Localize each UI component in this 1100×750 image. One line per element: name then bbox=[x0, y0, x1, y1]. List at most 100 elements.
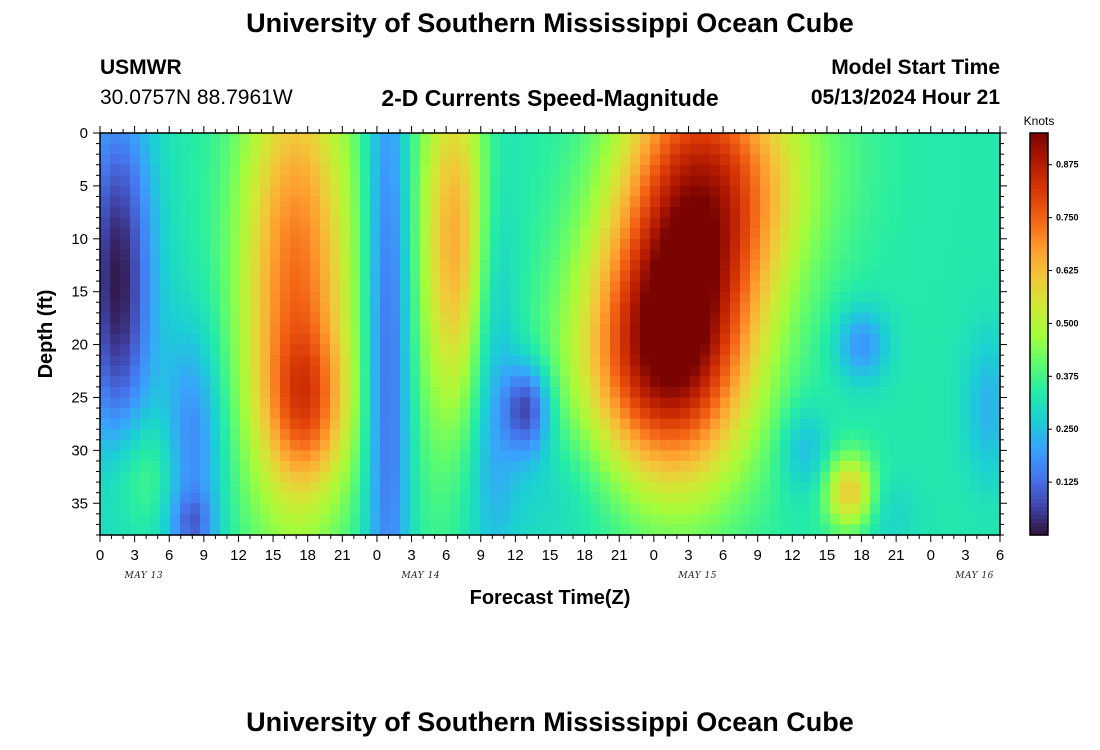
heatmap-cell bbox=[390, 207, 401, 219]
heatmap-cell bbox=[250, 281, 261, 293]
heatmap-cell bbox=[850, 249, 861, 261]
heatmap-cell bbox=[950, 524, 961, 536]
heatmap-cell bbox=[490, 482, 501, 494]
heatmap-cell bbox=[640, 471, 651, 483]
colorbar-segment bbox=[1030, 197, 1048, 202]
heatmap-cell bbox=[620, 228, 631, 240]
heatmap-cell bbox=[260, 238, 271, 250]
heatmap-cell bbox=[260, 164, 271, 176]
heatmap-cell bbox=[980, 397, 991, 409]
heatmap-cell bbox=[740, 450, 751, 462]
heatmap-cell bbox=[830, 133, 841, 145]
heatmap-cell bbox=[280, 471, 291, 483]
heatmap-cell bbox=[360, 291, 371, 303]
heatmap-cell bbox=[700, 133, 711, 145]
heatmap-cell bbox=[450, 503, 461, 515]
heatmap-cell bbox=[460, 344, 471, 356]
heatmap-cell bbox=[390, 185, 401, 198]
heatmap-cell bbox=[530, 259, 541, 272]
heatmap-cell bbox=[290, 482, 301, 494]
heatmap-cell bbox=[710, 418, 721, 430]
heatmap-cell bbox=[890, 143, 901, 155]
heatmap-cell bbox=[230, 323, 241, 335]
heatmap-cell bbox=[720, 238, 731, 250]
heatmap-cell bbox=[680, 196, 691, 208]
heatmap-cell bbox=[500, 439, 511, 451]
heatmap-cell bbox=[130, 196, 141, 208]
heatmap-cell bbox=[440, 154, 451, 166]
heatmap-cell bbox=[100, 492, 111, 504]
heatmap-cell bbox=[160, 291, 171, 303]
heatmap-cell bbox=[950, 196, 961, 208]
heatmap-cell bbox=[620, 355, 631, 367]
heatmap-cell bbox=[250, 302, 261, 314]
heatmap-cell bbox=[750, 249, 761, 261]
heatmap-cell bbox=[260, 450, 271, 462]
heatmap-cell bbox=[880, 492, 891, 504]
heatmap-cell bbox=[430, 238, 441, 250]
heatmap-cell bbox=[350, 281, 361, 293]
heatmap-cell bbox=[210, 513, 221, 526]
heatmap-cell bbox=[980, 365, 991, 377]
y-tick-label: 10 bbox=[71, 231, 88, 248]
heatmap-cell bbox=[740, 228, 751, 240]
heatmap-cell bbox=[470, 196, 481, 208]
heatmap-cell bbox=[840, 291, 851, 303]
heatmap-cell bbox=[680, 249, 691, 261]
heatmap-cell bbox=[290, 439, 301, 451]
heatmap-cell bbox=[220, 334, 231, 346]
heatmap-cell bbox=[450, 270, 461, 282]
heatmap-cell bbox=[190, 334, 201, 346]
heatmap-cell bbox=[460, 334, 471, 346]
heatmap-cell bbox=[790, 334, 801, 346]
heatmap-cell bbox=[920, 365, 931, 377]
x-tick-label: 18 bbox=[576, 547, 593, 564]
heatmap-cell bbox=[690, 228, 701, 240]
heatmap-cell bbox=[770, 281, 781, 293]
heatmap-cell bbox=[410, 164, 421, 176]
colorbar-segment bbox=[1030, 201, 1048, 206]
heatmap-cell bbox=[990, 238, 1001, 250]
heatmap-cell bbox=[460, 133, 471, 145]
heatmap-cell bbox=[960, 376, 971, 388]
heatmap-cell bbox=[280, 238, 291, 250]
heatmap-cell bbox=[140, 323, 151, 335]
heatmap-cell bbox=[730, 238, 741, 250]
heatmap-cell bbox=[590, 397, 601, 409]
heatmap-cell bbox=[240, 513, 251, 526]
heatmap-cell bbox=[930, 217, 941, 229]
heatmap-cell bbox=[560, 323, 571, 335]
heatmap-cell bbox=[630, 238, 641, 250]
heatmap-cell bbox=[410, 334, 421, 346]
heatmap-cell bbox=[110, 291, 121, 303]
heatmap-cell bbox=[130, 207, 141, 219]
heatmap-cell bbox=[770, 355, 781, 367]
heatmap-cell bbox=[140, 196, 151, 208]
x-tick-label: 0 bbox=[927, 547, 935, 564]
heatmap-cell bbox=[960, 196, 971, 208]
colorbar-segment bbox=[1030, 386, 1048, 391]
heatmap-cell bbox=[790, 185, 801, 198]
heatmap-cell bbox=[550, 291, 561, 303]
heatmap-cell bbox=[300, 471, 311, 483]
x-axis-title: Forecast Time(Z) bbox=[470, 587, 631, 609]
heatmap-cell bbox=[510, 164, 521, 176]
heatmap-cell bbox=[270, 207, 281, 219]
heatmap-cell bbox=[590, 450, 601, 462]
heatmap-cell bbox=[610, 217, 621, 229]
heatmap-cell bbox=[410, 323, 421, 335]
colorbar-segment bbox=[1030, 237, 1048, 243]
heatmap-cell bbox=[790, 408, 801, 420]
heatmap-cell bbox=[290, 281, 301, 293]
colorbar-segment bbox=[1030, 410, 1048, 415]
heatmap-cell bbox=[860, 302, 871, 314]
heatmap-cell bbox=[620, 207, 631, 219]
heatmap-cell bbox=[450, 312, 461, 325]
heatmap-cell bbox=[130, 482, 141, 494]
heatmap-cell bbox=[300, 164, 311, 176]
heatmap-cell bbox=[200, 175, 211, 187]
heatmap-cell bbox=[520, 524, 531, 536]
heatmap-cell bbox=[610, 460, 621, 473]
heatmap-cell bbox=[380, 376, 391, 388]
heatmap-cell bbox=[880, 408, 891, 420]
